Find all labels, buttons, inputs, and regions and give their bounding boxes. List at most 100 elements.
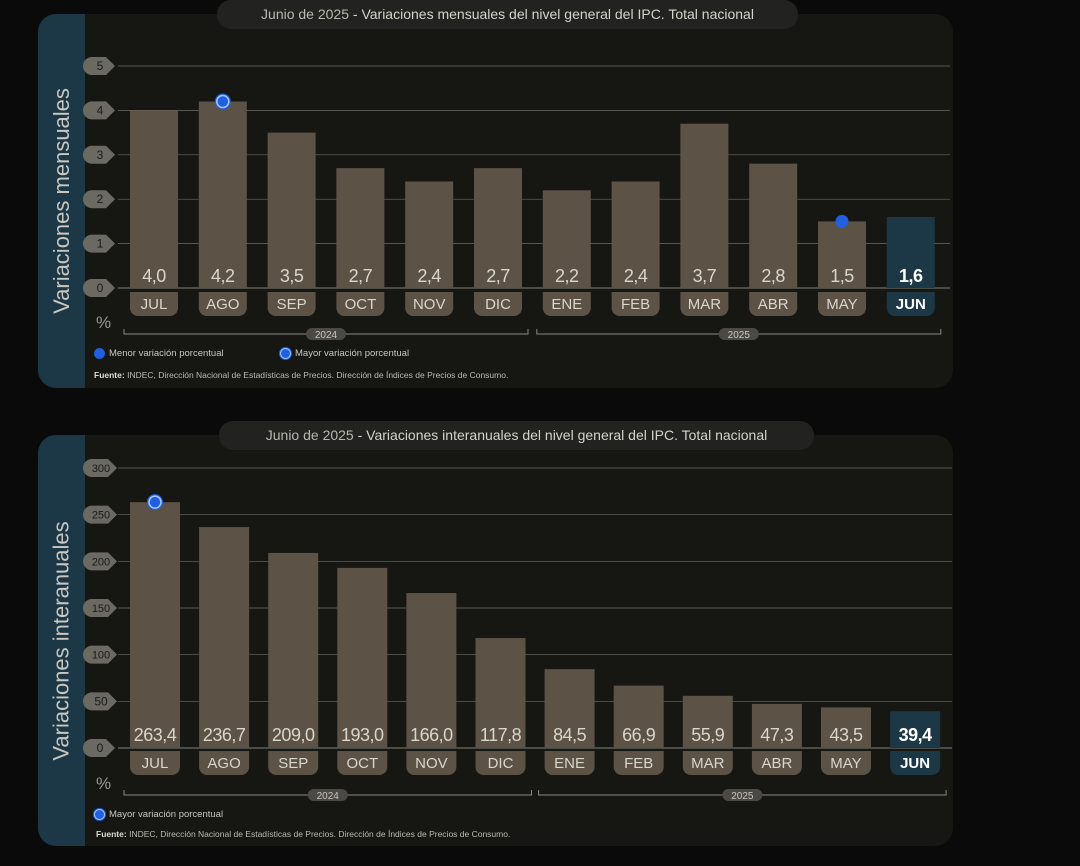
bar [267,132,316,288]
y-tick-label: 2 [97,192,104,206]
category-label: DIC [488,755,514,772]
category-pill [544,751,595,775]
data-label: 2,7 [486,266,510,286]
year-pill [307,789,348,801]
y-tick-badge [83,190,115,209]
y-tick-badge [83,552,117,571]
bar [890,711,941,748]
y-tick-badge [83,145,115,164]
y-tick-label: 0 [97,741,104,755]
category-pill [267,292,316,316]
data-label: 117,8 [480,725,522,745]
bar [405,181,454,288]
category-label: MAY [830,755,861,772]
bar-chart-interanual: 0 50 100 150 200 250 300 263,4 JUL 236,7 AGO 209,0 S… [83,459,952,802]
legend-max-label: Mayor variación porcentual [109,809,224,820]
y-tick-label: 100 [92,650,110,662]
legend-min: Menor variación porcentual [94,348,224,359]
category-pill [890,751,941,775]
bar [818,221,866,288]
year-pill [722,789,763,801]
category-label: OCT [345,296,377,313]
source-label: Fuente: [96,829,127,839]
data-label: 84,5 [553,725,587,745]
bar [130,110,178,289]
y-tick-label: 1 [97,237,104,251]
y-tick-label: 150 [92,603,110,615]
data-label: 4,2 [211,266,235,286]
chart-title-interanual: Junio de 2025 - Variaciones interanuales… [219,421,814,450]
legend-max-label: Mayor variación porcentual [295,348,410,359]
data-label: 236,7 [203,725,246,745]
year-label: 2025 [728,330,751,341]
category-label: ENE [554,755,585,772]
data-label: 66,9 [622,725,656,745]
y-tick-badge [83,645,117,664]
category-pill [474,292,522,316]
year-label: 2025 [731,791,754,802]
data-label: 4,0 [142,266,166,286]
category-pill [475,751,526,775]
title-sep: - [353,427,367,443]
y-tick-label: 300 [92,463,110,475]
category-label: FEB [621,296,650,313]
category-pill [611,292,660,316]
category-pill [818,292,866,316]
y-unit-label: % [96,774,111,793]
category-pill [337,751,388,775]
category-label: ENE [551,296,582,313]
side-band [38,14,85,388]
data-label: 193,0 [341,725,384,745]
bar [198,101,247,289]
y-tick-label: 250 [92,510,110,522]
chart-panel-interanual: Variaciones interanuales 0 50 100 150 200 250… [38,435,953,846]
data-label: 43,5 [829,725,863,745]
y-tick-badge [83,234,115,253]
bar [886,216,935,288]
y-tick-badge [83,459,117,477]
source-label: Fuente: [94,370,125,380]
data-label: 2,4 [624,266,648,286]
min-marker [835,214,849,228]
data-label: 166,0 [410,725,453,745]
bar [611,181,660,288]
data-label: 1,6 [899,266,923,286]
y-tick-label: 5 [97,59,104,73]
bar [268,552,319,748]
category-pill [749,292,798,316]
bar [682,695,733,748]
bar [130,502,180,748]
category-pill [336,292,385,316]
y-tick-badge [83,505,117,524]
category-label: ABR [761,755,792,772]
category-label: NOV [413,296,446,313]
bar [680,123,729,288]
legend-min-label: Menor variación porcentual [109,348,224,359]
category-pill [821,751,871,775]
category-label: AGO [206,296,239,313]
source-text: INDEC, Dirección Nacional de Estadística… [129,829,511,839]
data-label: 2,8 [761,266,785,286]
max-marker-ring [216,94,230,109]
category-pill [680,292,729,316]
chart-panel-mensual: Variaciones mensuales 0 1 2 3 4 5 4,0 JUL 4,2 AGO… [38,14,953,388]
category-pill [405,292,454,316]
category-pill [268,751,319,775]
bar [749,163,798,288]
title-prefix: Junio de 2025 [261,6,349,22]
category-label: SEP [277,296,307,313]
category-pill [199,751,250,775]
bar [406,593,457,748]
bar [475,638,526,748]
category-pill [406,751,457,775]
year-label: 2024 [315,330,338,341]
side-band [38,435,85,846]
category-label: FEB [624,755,653,772]
bar [336,168,385,288]
legend-max: Mayor variación porcentual [280,348,409,359]
title-main: Variaciones mensuales del nivel general … [361,6,754,22]
y-tick-badge [83,739,115,757]
bar [613,685,664,748]
bar-chart-mensual: 0 1 2 3 4 5 4,0 JUL 4,2 AGO 3,5 SEP 2,7 OCT 2,4 NOV 2,7 D… [83,57,950,341]
y-tick-label: 0 [97,281,104,295]
